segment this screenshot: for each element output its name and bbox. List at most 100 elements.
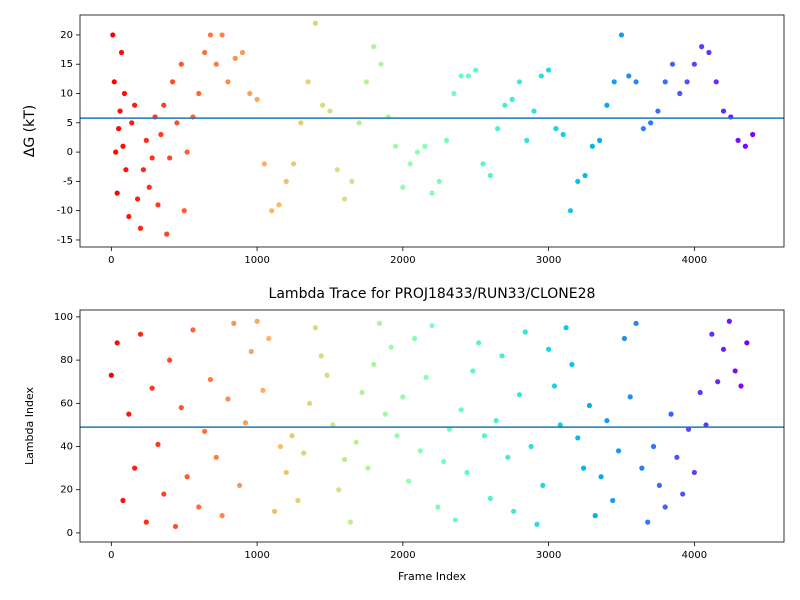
point <box>116 126 122 132</box>
point <box>290 161 297 167</box>
point <box>129 120 135 126</box>
point <box>320 102 326 108</box>
point <box>110 32 116 38</box>
y-axis-label: ΔG (kT) <box>22 105 38 157</box>
point <box>248 348 254 355</box>
point <box>499 353 505 359</box>
point <box>494 126 501 132</box>
y-tick-label: 60 <box>60 398 73 409</box>
point <box>113 149 119 155</box>
point <box>202 49 208 56</box>
point <box>392 143 399 149</box>
point <box>528 443 534 450</box>
y-tick-label: 5 <box>67 118 73 129</box>
point <box>341 456 348 463</box>
point <box>213 61 219 67</box>
point <box>674 454 680 460</box>
point <box>219 513 225 519</box>
point <box>441 459 447 465</box>
point <box>713 79 719 85</box>
point <box>120 143 126 149</box>
point <box>429 190 435 196</box>
point <box>207 376 214 383</box>
point <box>560 131 566 138</box>
point <box>161 102 167 108</box>
point <box>639 465 645 471</box>
point <box>137 225 144 231</box>
point <box>363 79 370 85</box>
point <box>121 90 128 97</box>
point <box>648 120 654 126</box>
point <box>353 439 359 445</box>
point <box>161 491 167 497</box>
point <box>301 450 307 456</box>
point <box>684 79 690 85</box>
point <box>196 504 202 510</box>
point <box>720 346 727 352</box>
point <box>312 20 318 26</box>
x-tick-label: 1000 <box>244 255 269 266</box>
point <box>149 155 155 161</box>
point <box>732 368 738 374</box>
point <box>120 497 126 504</box>
point <box>586 402 593 409</box>
point <box>239 49 246 56</box>
point <box>557 422 563 428</box>
point <box>155 441 161 447</box>
point <box>169 79 176 85</box>
point <box>451 90 457 97</box>
y-tick-label: -5 <box>63 176 73 187</box>
x-tick-label: 1000 <box>244 550 269 561</box>
point <box>720 108 727 114</box>
point <box>662 79 668 85</box>
point <box>336 487 342 493</box>
point <box>158 131 164 138</box>
point <box>277 443 284 450</box>
point <box>207 32 214 38</box>
point <box>452 517 458 523</box>
point <box>376 320 383 326</box>
x-tick-label: 2000 <box>390 255 415 266</box>
point <box>699 44 705 50</box>
point <box>633 320 639 326</box>
point <box>126 411 132 417</box>
y-tick-label: 40 <box>60 442 73 453</box>
subplot-title: Lambda Trace for PROJ18433/RUN33/CLONE28 <box>269 286 596 302</box>
y-tick-label: 100 <box>54 312 73 323</box>
point <box>709 331 715 337</box>
point <box>132 102 138 108</box>
point <box>411 335 418 342</box>
point <box>516 79 523 85</box>
point <box>365 465 371 471</box>
point <box>640 126 646 132</box>
point <box>582 172 588 179</box>
point <box>551 383 558 389</box>
point <box>502 102 508 108</box>
point <box>371 361 377 368</box>
y-tick-label: 80 <box>60 355 73 366</box>
point <box>126 213 132 220</box>
point <box>553 126 559 132</box>
point <box>706 49 712 56</box>
point <box>476 340 482 346</box>
point <box>669 61 676 67</box>
point <box>174 120 180 126</box>
point <box>744 340 750 346</box>
point <box>114 190 120 196</box>
point <box>691 61 697 67</box>
point <box>524 137 530 143</box>
point <box>202 428 208 435</box>
point <box>480 161 486 167</box>
y-tick-label: -15 <box>57 235 73 246</box>
point <box>143 519 149 525</box>
point <box>655 108 661 114</box>
point <box>178 61 184 67</box>
point <box>406 478 412 484</box>
point <box>108 372 114 378</box>
point <box>650 443 657 450</box>
point <box>269 208 275 214</box>
point <box>407 161 413 167</box>
point <box>254 318 260 324</box>
point <box>645 519 651 525</box>
